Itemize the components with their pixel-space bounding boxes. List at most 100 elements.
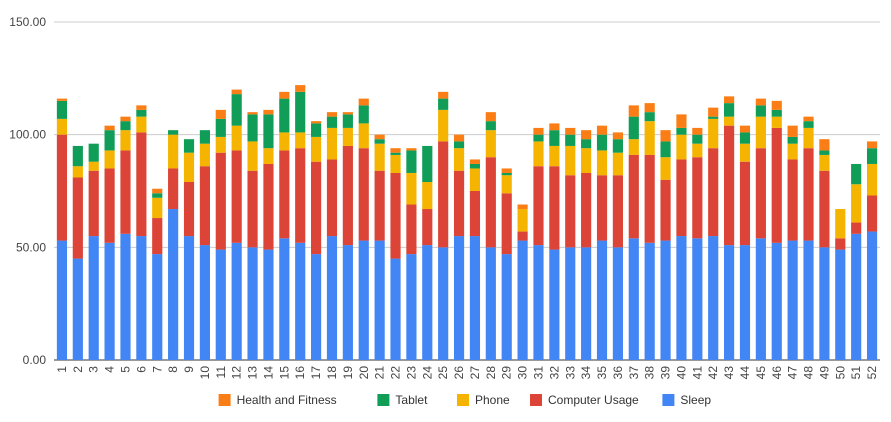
bar-segment (374, 134, 385, 140)
bar-segment (549, 145, 560, 167)
bar-segment (374, 143, 385, 171)
x-tick-label: 21 (373, 366, 387, 380)
bar-segment (453, 148, 465, 171)
bar-segment (517, 240, 528, 360)
bar-segment (851, 222, 862, 234)
bar-segment (342, 112, 353, 115)
bar-segment (438, 247, 449, 360)
x-tick-label: 33 (563, 366, 577, 380)
bar-segment (422, 245, 433, 360)
bar-segment (676, 114, 687, 128)
x-tick-label: 20 (357, 366, 371, 380)
bar-segment (199, 143, 210, 167)
bar-segment (120, 121, 131, 131)
legend-swatch (662, 394, 675, 406)
bar-segment (851, 163, 862, 185)
bar-segment (581, 172, 592, 248)
y-axis-ticks: 0.00 50.00 100.00 150.00 (9, 15, 46, 367)
bar-segment (120, 116, 131, 122)
x-tick-label: 3 (87, 366, 101, 373)
legend-swatch (530, 394, 542, 406)
bar-segment (485, 121, 496, 131)
bar-segment (644, 112, 655, 122)
bar-segment (724, 125, 735, 246)
bar-segment (56, 240, 68, 360)
bar-segment (279, 238, 290, 360)
bar-segment (676, 236, 687, 360)
bar-segment (739, 125, 751, 133)
bar-segment (660, 240, 671, 360)
bar-segment (374, 139, 385, 144)
bar-segment (596, 134, 608, 151)
bar-segment (406, 150, 417, 173)
bar-segment (692, 157, 703, 239)
bar-segment (183, 181, 195, 237)
bar-segment (56, 100, 68, 119)
bar-segment (311, 161, 322, 255)
bar-segment (199, 245, 210, 360)
bar-segment (422, 181, 433, 210)
bar-segment (866, 231, 878, 360)
x-tick-label: 26 (452, 366, 466, 380)
bar-segment (565, 175, 576, 248)
bar-segment (787, 159, 798, 241)
bar-segment (835, 249, 846, 360)
bar-segment (326, 112, 338, 117)
bar-segment (374, 170, 385, 241)
bar-segment (660, 141, 671, 158)
x-tick-label: 11 (214, 366, 228, 379)
bar-segment (739, 143, 751, 162)
x-tick-label: 52 (865, 366, 879, 380)
x-tick-label: 27 (468, 366, 482, 380)
bar-segment (565, 134, 576, 146)
bar-segment (168, 168, 179, 210)
bar-segment (787, 143, 798, 160)
bar-segment (771, 127, 782, 243)
x-tick-label: 45 (754, 366, 768, 380)
bar-segment (326, 159, 338, 237)
x-tick-label: 25 (436, 366, 450, 380)
bar-segment (358, 240, 369, 360)
bar-segment (311, 136, 322, 162)
bar-segment (835, 238, 846, 250)
x-tick-label: 40 (674, 366, 688, 380)
bar-segment (438, 98, 449, 110)
x-tick-label: 32 (547, 366, 561, 380)
bar-segment (866, 141, 878, 149)
bar-segment (612, 152, 623, 176)
bar-segment (183, 236, 195, 360)
bar-segment (549, 130, 560, 146)
bar-segment (136, 116, 147, 133)
bar-segment (739, 132, 751, 144)
x-tick-label: 48 (802, 366, 816, 380)
bar-segment (644, 103, 655, 113)
bar-segment (660, 157, 671, 180)
bar-segment (533, 134, 544, 142)
x-tick-label: 31 (531, 366, 545, 380)
bar-segment (342, 127, 353, 146)
x-tick-label: 9 (182, 366, 196, 373)
bar-segment (152, 218, 163, 255)
bar-segment (517, 231, 528, 241)
bar-segment (819, 247, 830, 360)
bar-segment (581, 148, 592, 173)
bar-segment (152, 188, 163, 194)
bar-segment (231, 94, 242, 126)
bar-segment (215, 136, 226, 153)
bar-segment (692, 127, 703, 135)
x-tick-label: 12 (230, 366, 244, 380)
bar-segment (644, 242, 655, 360)
bar-segment (120, 150, 131, 234)
bar-segment (438, 141, 449, 248)
bar-segment (803, 240, 814, 360)
bar-segment (152, 254, 163, 360)
bar-segment (247, 114, 258, 142)
bar-segment (596, 125, 608, 135)
bar-segment (771, 109, 782, 117)
x-tick-label: 42 (706, 366, 720, 380)
bar-segment (422, 209, 433, 246)
bar-segment (596, 240, 608, 360)
bar-segment (453, 134, 465, 142)
bar-segment (263, 148, 274, 164)
bar-segment (628, 238, 639, 360)
